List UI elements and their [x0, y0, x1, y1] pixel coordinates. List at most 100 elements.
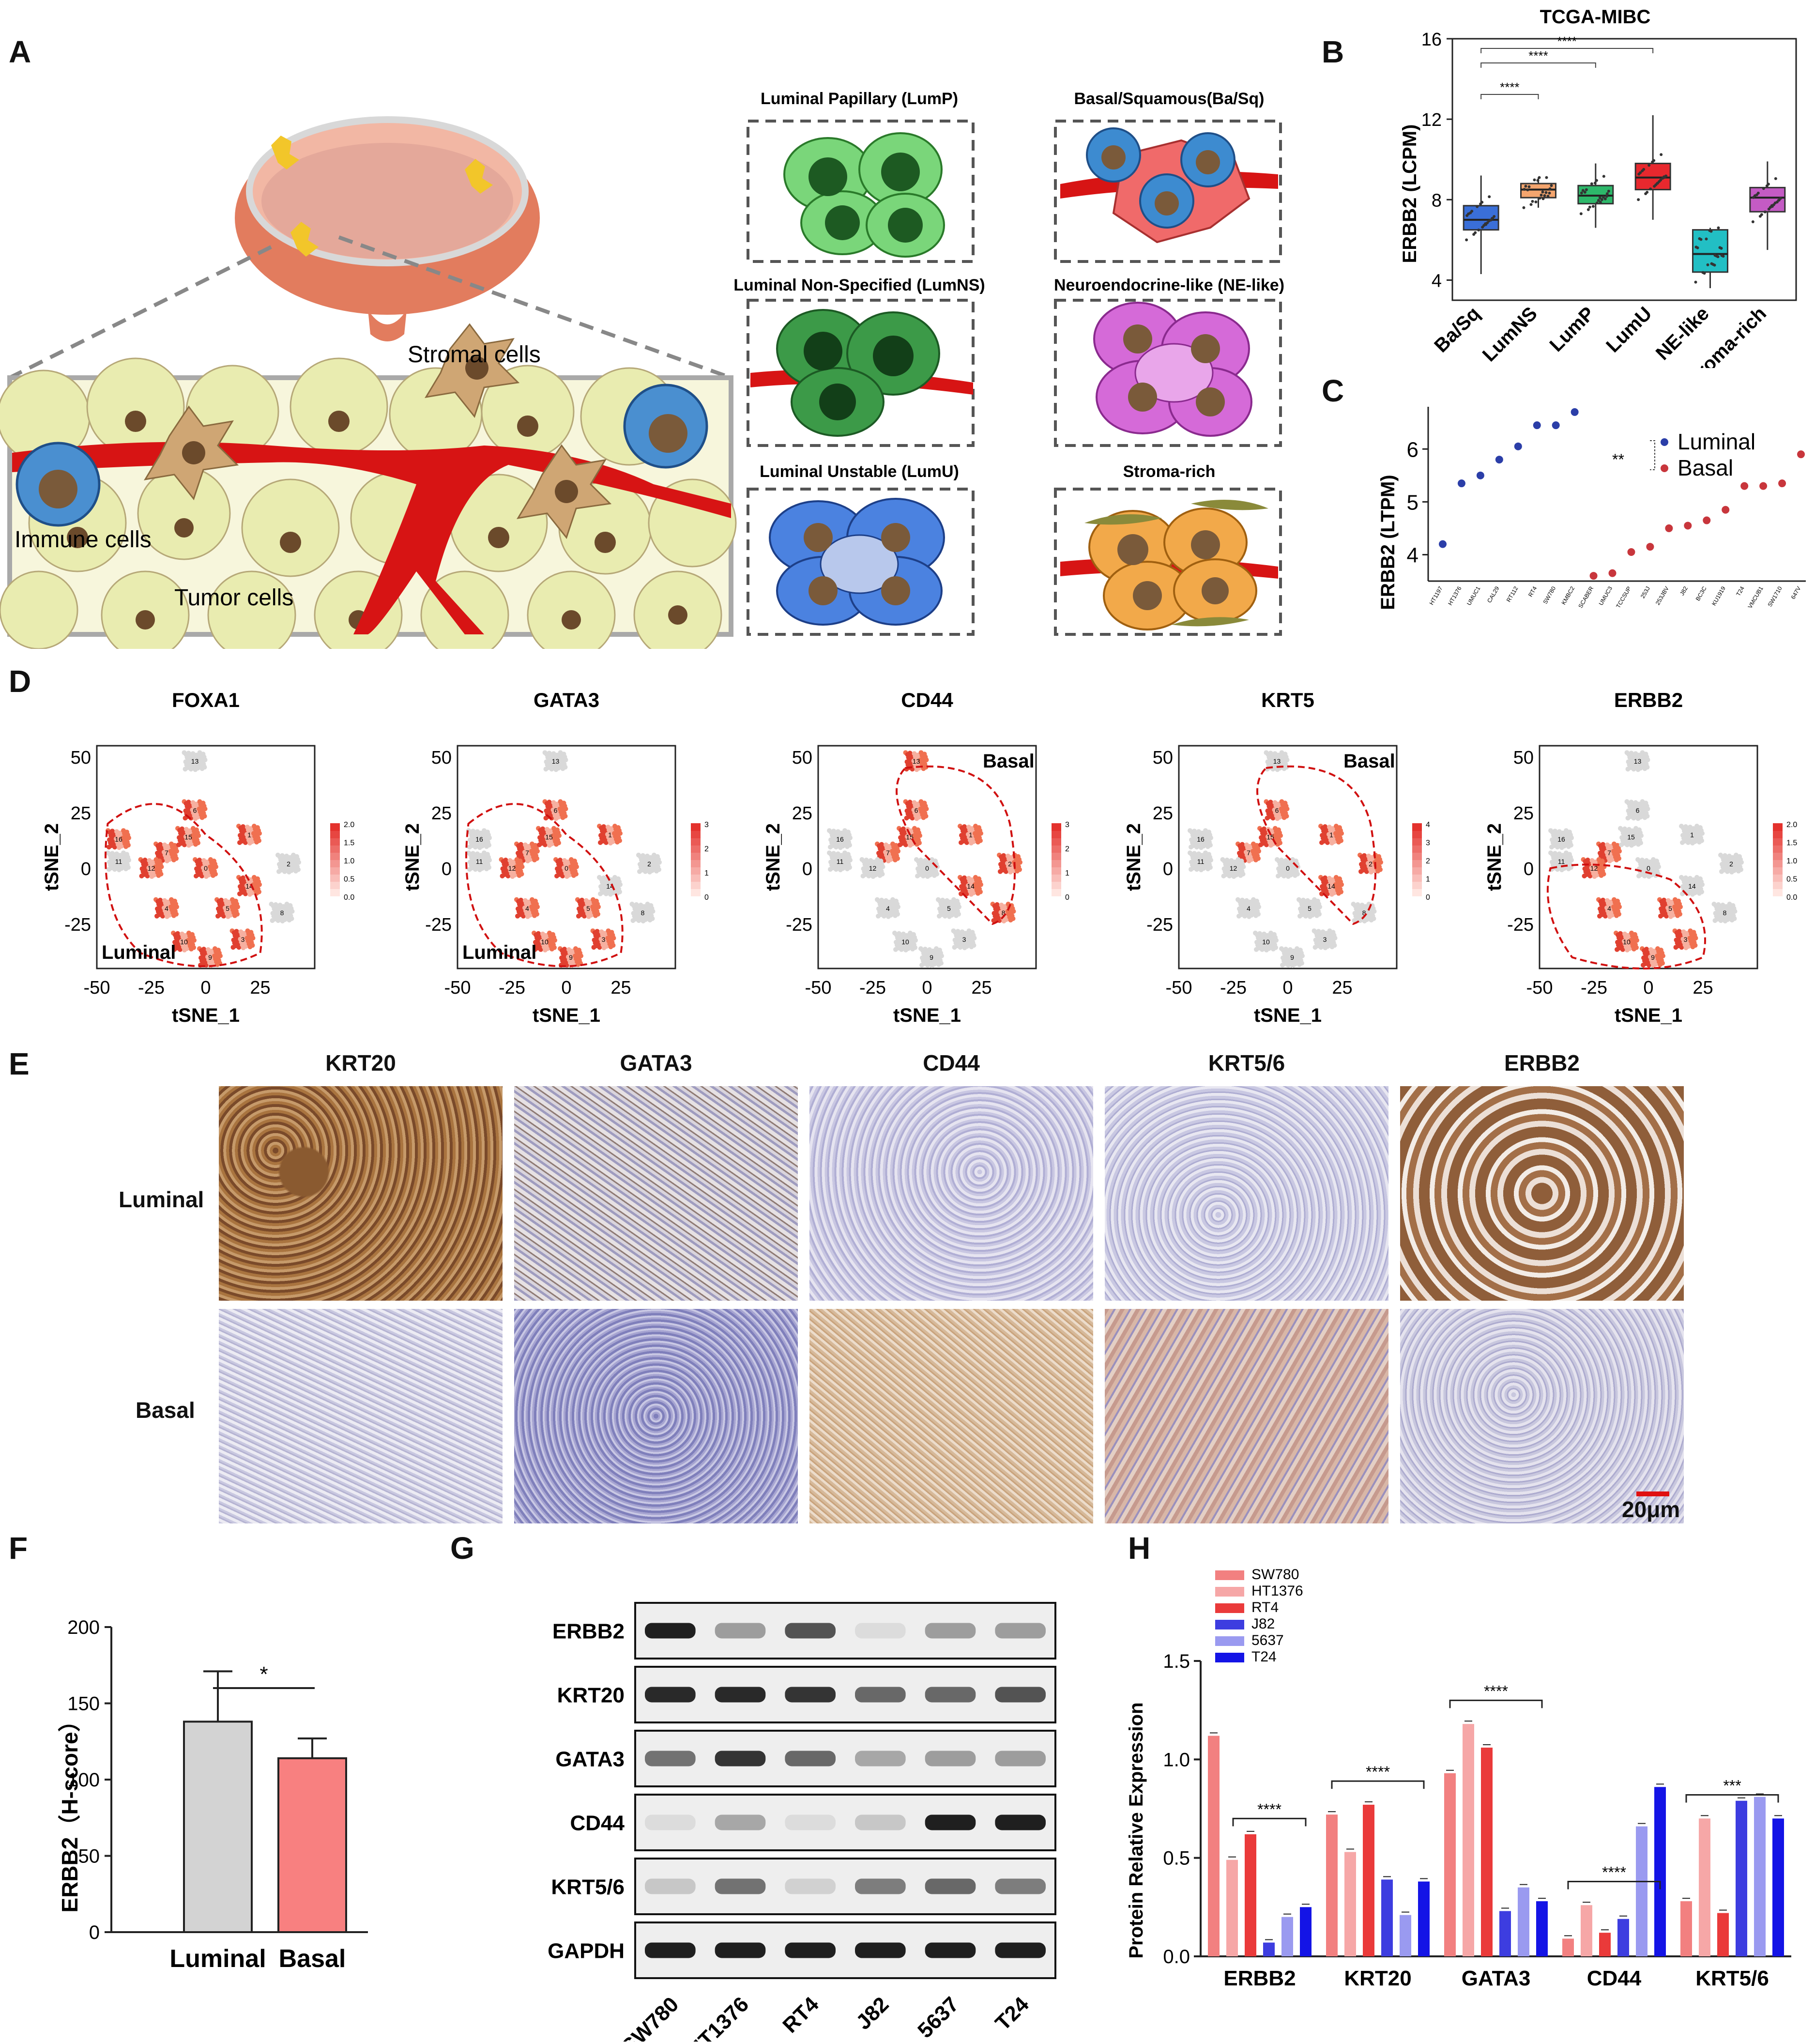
chart-c-point [1514, 442, 1522, 450]
tsne-cell-point [194, 866, 199, 871]
chart-h-bar [1680, 1901, 1692, 1956]
tsne-cell-point [911, 807, 916, 813]
tsne-cell-point [828, 867, 833, 872]
tsne-cell-point [1673, 897, 1678, 902]
tsne-cell-point [238, 884, 243, 889]
tsne-cell-point [599, 929, 604, 935]
blot-protein-label: KRT5/6 [551, 1875, 625, 1899]
tsne-cell-point [915, 874, 920, 878]
chart-c-legend-luminal-marker [1661, 438, 1668, 446]
ihc-col-krt20: KRT20 [325, 1050, 396, 1076]
tsne-cell-point [544, 834, 549, 839]
tsne-cell-point [516, 843, 521, 848]
tsne-cell-point [1626, 752, 1632, 757]
tsne-cell-point [1312, 945, 1318, 950]
tsne-cell-point [938, 899, 943, 904]
chart-b-point [1593, 181, 1597, 184]
chart-h-legend-label: J82 [1251, 1616, 1275, 1632]
chart-b-point [1763, 210, 1767, 214]
tsne-colorbar-label: 2 [704, 845, 709, 853]
chart-h-bar [1581, 1905, 1592, 1956]
tsne-cluster-label: 2 [1729, 860, 1733, 868]
ihc-row-luminal: Luminal [119, 1187, 204, 1212]
tsne-region-label: Luminal [462, 942, 536, 963]
chart-h-bar [1444, 1773, 1456, 1956]
chart-b-point [1524, 184, 1527, 188]
tsne-cell-point [284, 853, 289, 859]
tsne-colorbar-segment [691, 830, 701, 838]
chart-b-point [1531, 200, 1534, 203]
tsne-cell-point [918, 750, 924, 755]
chart-b-point [1775, 200, 1779, 204]
tsne-cell-point [598, 833, 603, 838]
tsne-cell-point [898, 842, 902, 847]
tsne-cell-point [960, 876, 964, 882]
tsne-cell-point [1655, 953, 1660, 958]
tsne-cell-point [1694, 875, 1699, 880]
chart-h-bar [1654, 1787, 1666, 1956]
tsne-cell-point [606, 928, 611, 934]
tsne-colorbar-segment [1412, 860, 1422, 867]
tsne-cell-point [555, 866, 560, 871]
tsne-cell-point [1320, 826, 1325, 830]
tsne-cell-point [559, 955, 564, 960]
tsne-colorbar-label: 0.5 [344, 876, 354, 884]
tsne-ytick-label: 50 [792, 748, 812, 768]
tsne-colorbar-segment [1773, 881, 1783, 889]
blot-band [785, 1878, 836, 1894]
tsne-cell-point [230, 945, 236, 950]
tsne-cell-point [538, 828, 543, 833]
tsne-colorbar-segment [1412, 867, 1422, 875]
chart-h-legend-label: SW780 [1251, 1567, 1299, 1583]
chart-b-point [1580, 191, 1583, 195]
chart-h-bar [1400, 1915, 1411, 1956]
tsne-cell-point [238, 826, 243, 830]
tsne-cell-point [638, 854, 643, 860]
tsne-cell-point [1659, 899, 1664, 904]
tsne-cell-point [860, 874, 866, 878]
tsne-cell-point [1327, 936, 1332, 941]
tsne-cell-point [1620, 828, 1625, 833]
tsne-cell-point [612, 875, 617, 880]
tsne-cluster-label: 16 [836, 835, 844, 843]
tsne-cell-point [244, 883, 249, 888]
chart-b-point [1770, 205, 1774, 208]
tsne-colorbar-segment [330, 852, 340, 860]
tsne-cell-point [1622, 931, 1627, 937]
tsne-cluster-label: 12 [1230, 864, 1237, 872]
tsne-cell-point [861, 859, 867, 864]
tsne-cell-point [244, 936, 250, 941]
tsne-cluster-label: 11 [1558, 858, 1565, 865]
ihc-luminal-krt20 [219, 1086, 503, 1301]
tsne-cell-point [998, 869, 1003, 874]
tsne-cell-point [114, 836, 119, 842]
tsne-cell-point [231, 937, 236, 943]
tsne-cell-point [1694, 831, 1699, 836]
tsne-ytick-label: -25 [64, 915, 91, 935]
ihc-luminal-gata3 [514, 1086, 798, 1301]
blot-band [995, 1814, 1046, 1830]
chart-c-point [1627, 548, 1635, 556]
chart-c-xtick-label: RT112 [1505, 585, 1520, 603]
chart-b-sig-label: **** [1557, 34, 1576, 48]
tsne-cell-point [184, 827, 189, 832]
chart-b-point [1527, 185, 1531, 188]
chart-c-xtick-label: UMUC3 [1598, 585, 1614, 606]
tsne-cell-point [523, 842, 528, 847]
tsne-frame [457, 745, 676, 969]
tsne-colorbar-segment [691, 823, 701, 831]
tsne-cell-point [973, 824, 978, 829]
tsne-cell-point [500, 874, 505, 878]
blot-strip [634, 1858, 1056, 1915]
tsne-cell-point [155, 843, 160, 848]
tsne-cell-point [1313, 937, 1318, 943]
chart-h-bar [1245, 1834, 1256, 1956]
chart-f-ylabel: ERBB2（H-score） [57, 1709, 82, 1912]
tsne-cell-point [290, 860, 295, 865]
tsne-cell-point [1237, 850, 1242, 856]
tsne-cell-point [238, 833, 243, 838]
tsne-colorbar-segment [691, 867, 701, 875]
tsne-cell-point [899, 828, 903, 833]
chart-c-xtick-label: HT1197 [1428, 585, 1444, 606]
blot-band [645, 1878, 696, 1894]
